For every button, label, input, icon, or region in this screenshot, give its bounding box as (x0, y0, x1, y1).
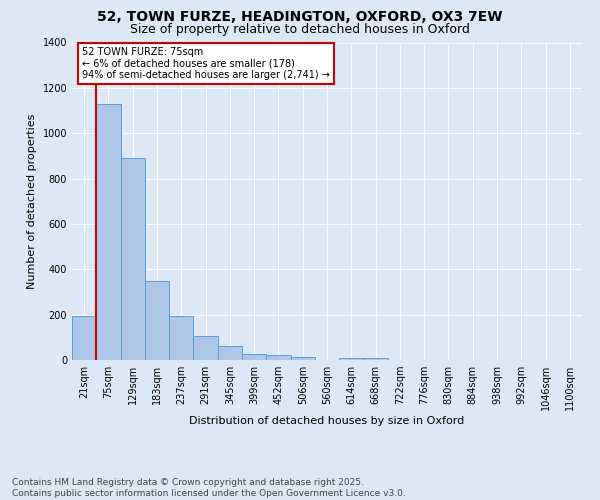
Bar (121, 158, 145, 360)
Text: 52 TOWN FURZE: 75sqm
← 6% of detached houses are smaller (178)
94% of semi-detac: 52 TOWN FURZE: 75sqm ← 6% of detached ho… (82, 48, 330, 80)
Bar (145, 280, 169, 360)
Bar (364, 358, 388, 360)
Bar (193, 336, 218, 360)
Y-axis label: Number of detached properties: Number of detached properties (27, 114, 37, 289)
Bar (218, 346, 242, 360)
Bar (339, 358, 364, 360)
Text: 52, TOWN FURZE, HEADINGTON, OXFORD, OX3 7EW: 52, TOWN FURZE, HEADINGTON, OXFORD, OX3 … (97, 10, 503, 24)
Bar (169, 316, 193, 360)
Text: Contains HM Land Registry data © Crown copyright and database right 2025.
Contai: Contains HM Land Registry data © Crown c… (12, 478, 406, 498)
X-axis label: Distribution of detached houses by size in Oxford: Distribution of detached houses by size … (190, 416, 464, 426)
Bar (96, 104, 121, 360)
Text: Size of property relative to detached houses in Oxford: Size of property relative to detached ho… (130, 22, 470, 36)
Bar (72, 316, 96, 360)
Bar (266, 356, 290, 360)
Bar (242, 354, 266, 360)
Bar (290, 357, 315, 360)
